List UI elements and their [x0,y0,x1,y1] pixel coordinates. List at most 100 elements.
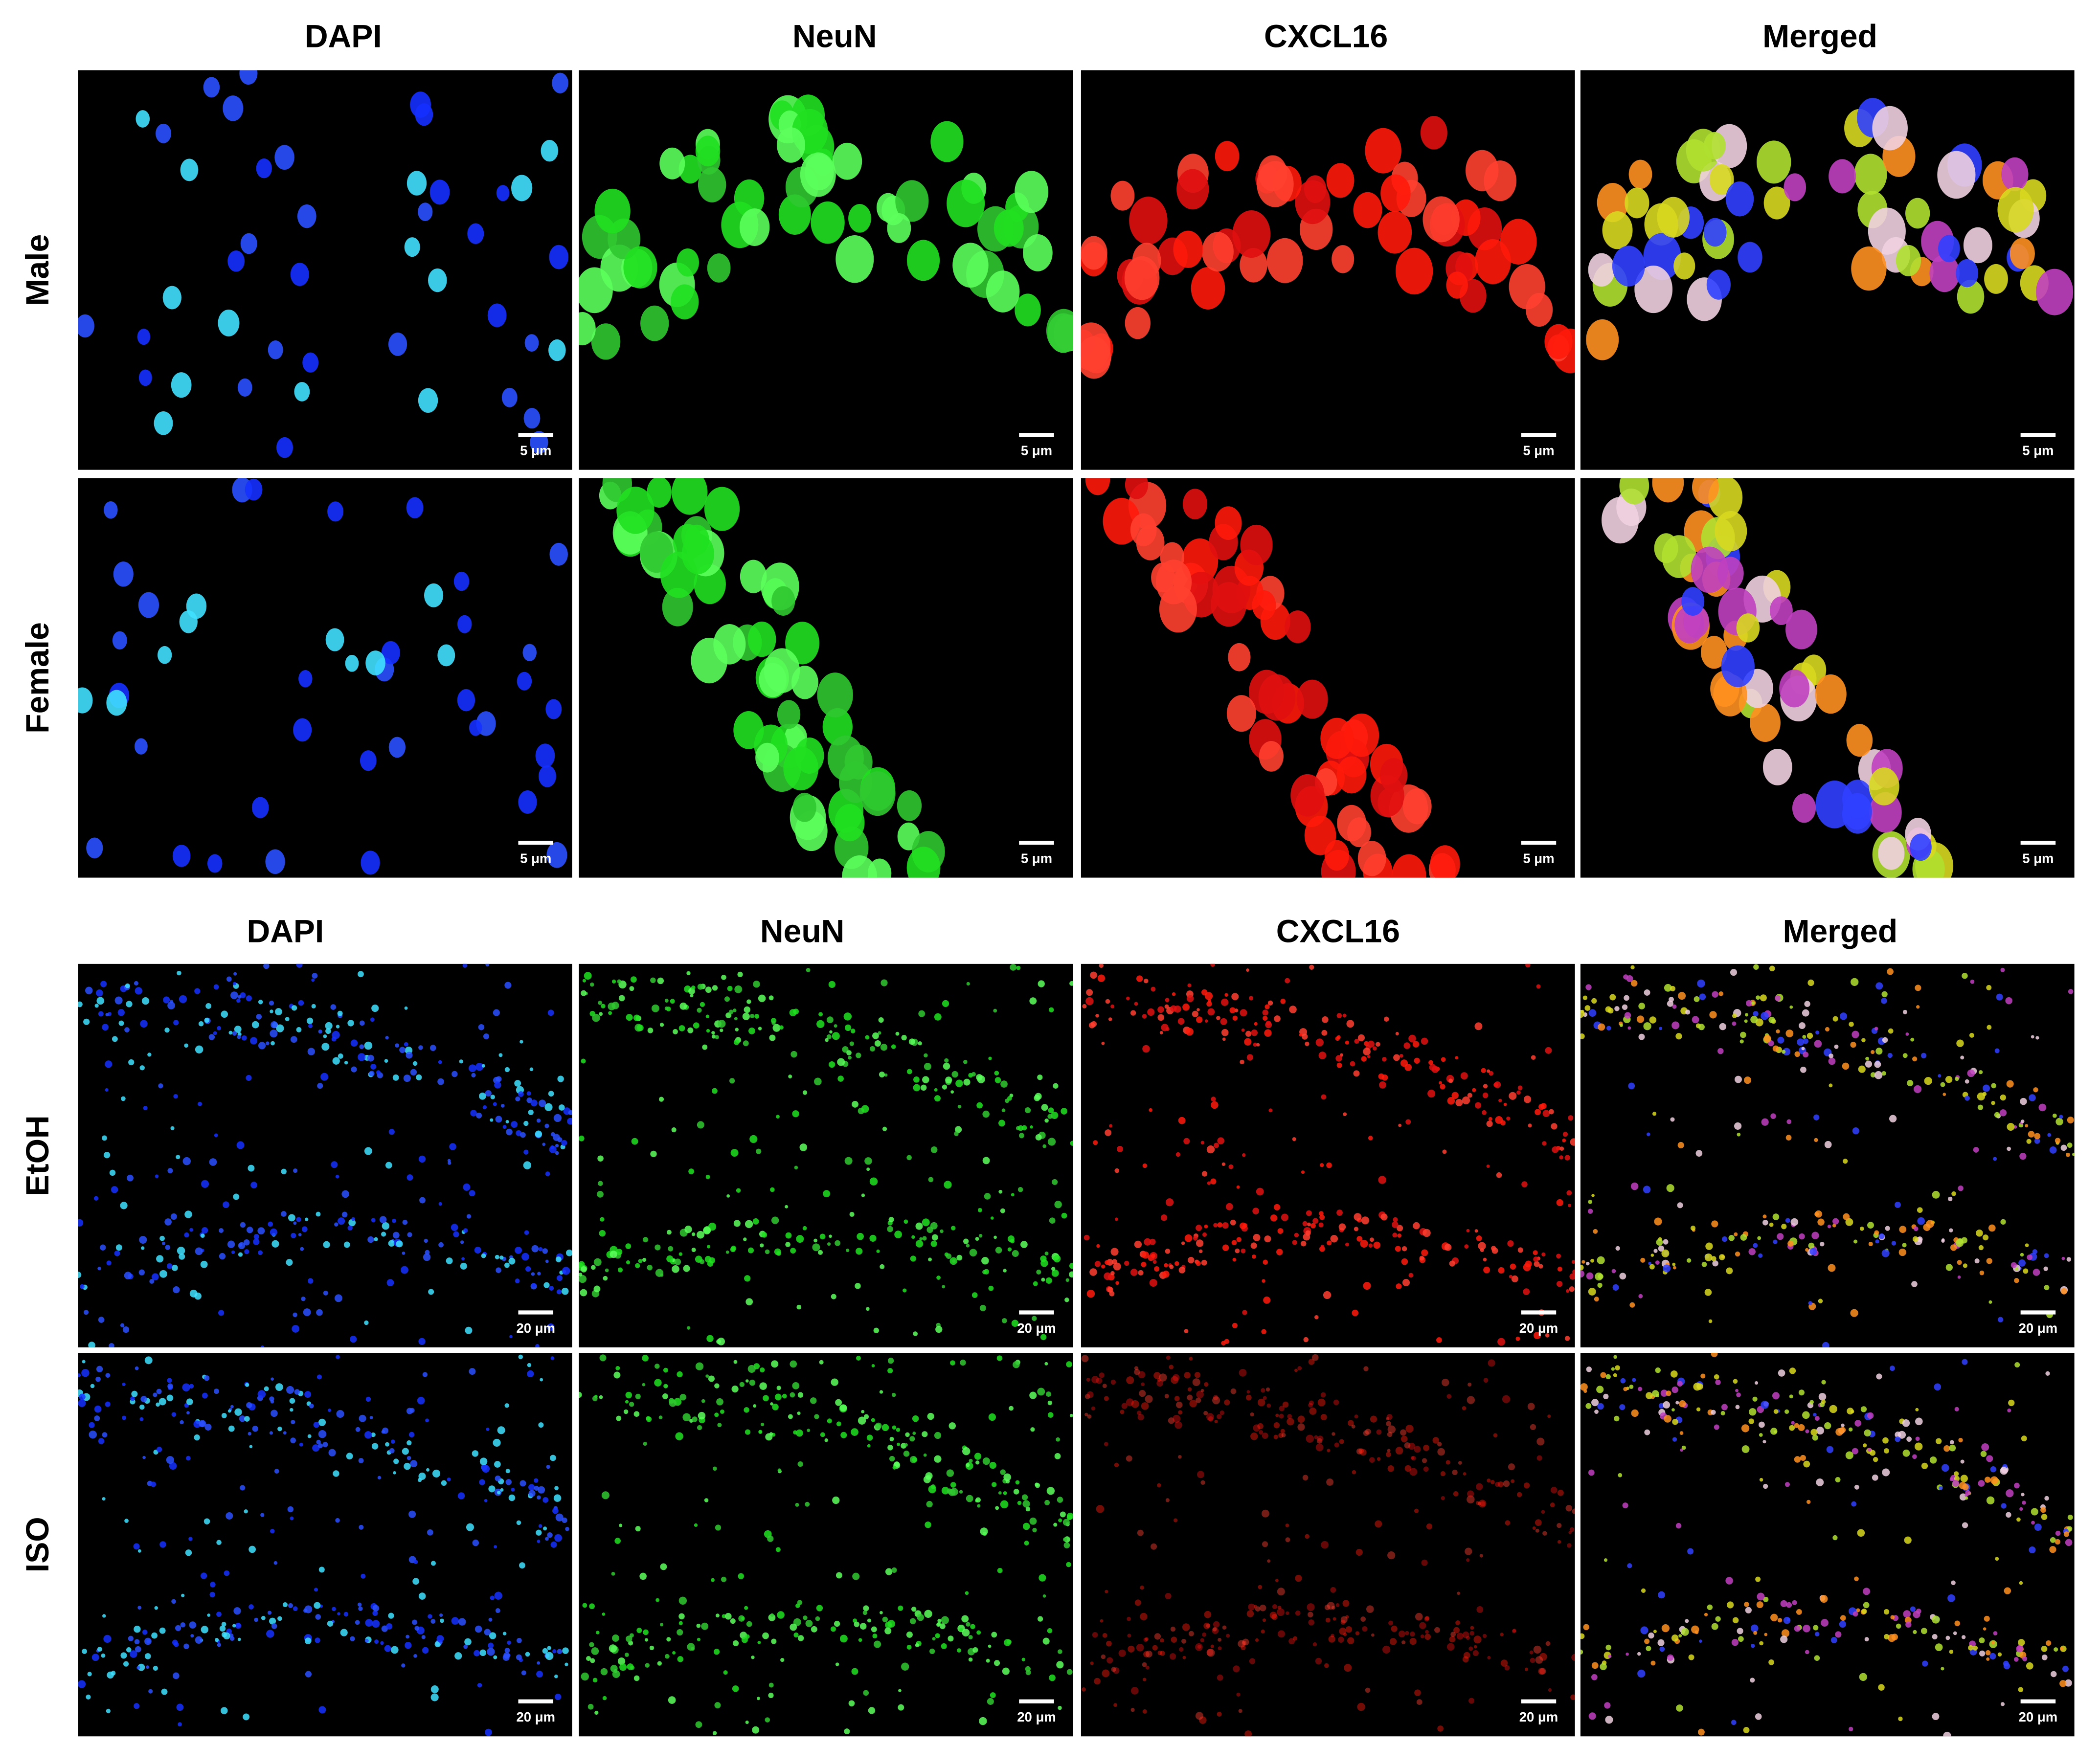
cell [1041,1277,1045,1282]
cell [852,1572,860,1580]
cell [358,971,364,978]
cell [1467,1495,1475,1504]
cell [1242,1638,1249,1646]
cell [1987,1025,1992,1030]
cell [1046,1487,1055,1495]
cell [1386,1414,1393,1420]
cell [1535,1109,1541,1116]
cell [1174,1396,1180,1401]
cell [1979,1270,1985,1276]
cell [1295,1610,1301,1616]
cell [1956,259,1979,288]
cell [565,1526,569,1531]
cell [493,1655,497,1659]
cell [976,1630,981,1635]
cell [915,1643,919,1648]
cell [590,1265,596,1270]
cell [156,123,172,143]
cell [1564,1336,1570,1341]
cell [1246,1610,1254,1617]
cell [1949,1444,1956,1452]
cell [635,1526,641,1532]
cell [2029,1546,2036,1553]
cell [1568,1204,1572,1208]
cell [1263,1396,1267,1400]
cell [159,1627,166,1634]
cell [885,1568,893,1575]
cell [1676,1704,1683,1712]
cell [1177,1018,1185,1025]
cell [1953,1631,1957,1635]
cell [1107,1287,1113,1293]
cell [1338,1223,1346,1231]
cell [1450,1632,1456,1637]
cell [2059,1680,2067,1687]
cell [1376,1429,1382,1435]
cell [1784,173,1806,201]
cell [230,1405,234,1409]
cell [1672,1262,1676,1266]
cell [1035,1093,1042,1100]
cell [1605,1644,1611,1651]
cell [1437,1725,1444,1732]
cell [1949,1649,1954,1654]
cell [1521,1181,1528,1187]
cell [1637,1652,1641,1656]
cell [1000,1500,1009,1509]
cell [1070,1141,1073,1146]
cell [462,963,468,968]
cell [678,1025,685,1031]
cell [1772,1392,1780,1400]
cell [1019,1133,1024,1139]
cell [364,1431,372,1439]
cell [1657,197,1690,238]
cell [1104,1396,1109,1401]
cell [601,1491,610,1500]
cell [599,1395,603,1399]
cell [1770,1113,1776,1119]
cell [1849,1427,1853,1432]
cell [358,1606,363,1611]
cell [1704,1289,1712,1296]
cell [1211,582,1247,627]
cell [1653,1249,1658,1253]
cell [748,1027,755,1034]
cell [858,1416,866,1425]
cell [704,487,740,531]
cell [106,690,127,716]
cell [1232,1257,1237,1262]
cell [923,1453,927,1457]
cell [494,1081,501,1089]
cell [898,1605,903,1611]
cell [281,1211,287,1217]
cell [977,1075,985,1083]
cell [1141,1402,1149,1410]
cell [543,1526,547,1531]
cell [1007,1247,1012,1252]
cell [81,1368,90,1377]
cell [1069,981,1073,986]
cell [2055,1138,2061,1143]
cell [277,1616,282,1621]
cell [1839,1620,1846,1628]
cell [655,1598,660,1602]
cell [666,1637,671,1642]
cell [137,1549,141,1553]
cell [1057,1649,1062,1654]
cell [176,1703,184,1711]
cell [535,1130,542,1138]
cell [1852,1030,1859,1038]
cell [597,1155,604,1162]
cell [1932,1713,1940,1720]
cell [705,1374,709,1378]
cell [1263,1015,1268,1021]
cell [1983,1234,1989,1241]
cell [712,1731,717,1735]
cell [735,1028,739,1031]
cell [153,1392,158,1397]
cell [831,1626,836,1632]
cell [795,1502,799,1507]
cell [102,1432,108,1438]
cell [755,1148,762,1154]
cell [264,1386,269,1391]
